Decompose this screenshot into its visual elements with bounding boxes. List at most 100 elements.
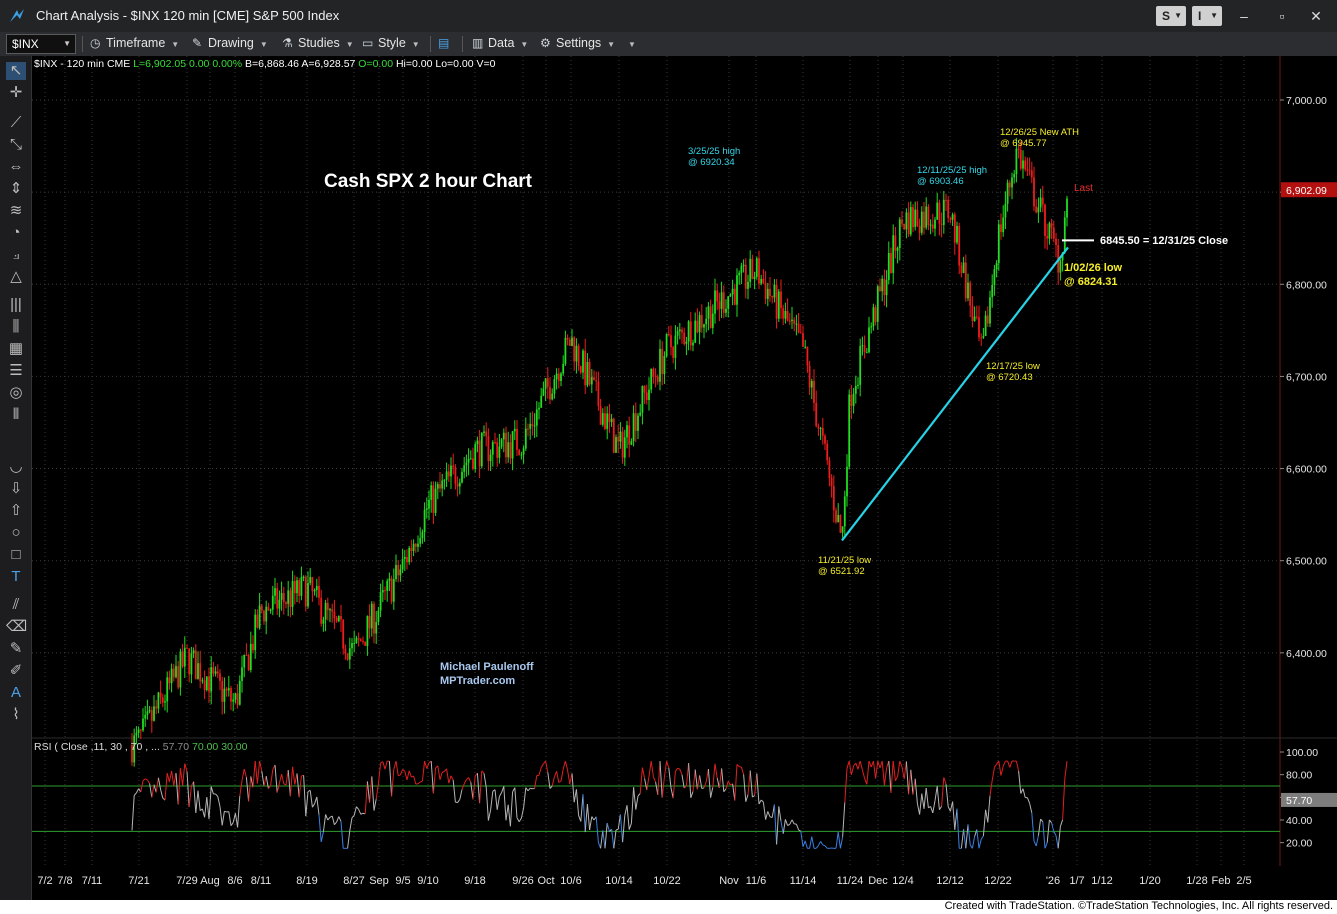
- close-icon[interactable]: ✕: [1310, 8, 1322, 24]
- rsi-segment: [749, 770, 753, 798]
- candle-body: [461, 471, 463, 483]
- candle-body: [531, 423, 534, 427]
- candle-body: [401, 558, 404, 570]
- crosshair-tool-icon[interactable]: ✛: [9, 84, 23, 101]
- rsi-segment: [932, 800, 936, 814]
- rsi-segment: [635, 795, 639, 810]
- candle-body: [793, 319, 796, 324]
- text-tool-icon[interactable]: T: [11, 568, 21, 585]
- rsi-segment: [151, 784, 155, 798]
- brush-tool-icon[interactable]: ⌇: [12, 706, 20, 723]
- rsi-segment: [1007, 760, 1011, 768]
- candle-body: [483, 431, 485, 433]
- studies-menu[interactable]: ⚗ Studies ▼: [282, 36, 354, 54]
- candle-body: [925, 206, 928, 228]
- time-tick-label: 2/5: [1236, 875, 1251, 887]
- candle-body: [742, 264, 745, 267]
- symbol-input[interactable]: $INX ▼: [6, 34, 76, 54]
- rsi-segment: [714, 763, 718, 779]
- candle-body: [293, 581, 296, 594]
- rsi-segment: [338, 816, 342, 822]
- pointer-tool-icon[interactable]: ↖: [6, 62, 26, 80]
- candle-body: [694, 320, 697, 343]
- maximize-icon[interactable]: ▫: [1279, 8, 1285, 24]
- highlighter-tool-icon[interactable]: ⫽: [12, 596, 20, 613]
- vertical-line-tool-icon[interactable]: ⇕: [9, 180, 23, 197]
- triangle-tool-icon[interactable]: △: [10, 268, 22, 285]
- eraser-tool-icon[interactable]: ⌫: [6, 618, 28, 635]
- candle-body: [230, 688, 232, 702]
- arrow-up-tool-icon[interactable]: ⇧: [9, 502, 23, 519]
- rsi-segment: [351, 815, 355, 819]
- candle-body: [953, 214, 956, 243]
- more-menu[interactable]: ▼: [622, 36, 636, 54]
- candle-body: [412, 543, 415, 552]
- horizontal-line-tool-icon[interactable]: ⇔: [8, 158, 24, 175]
- time-axis-background: [32, 866, 1337, 900]
- candle-body: [681, 329, 683, 333]
- fibonacci-tool-icon[interactable]: ⫼: [12, 318, 20, 335]
- candle-body: [1059, 260, 1062, 273]
- candle-body: [280, 593, 283, 600]
- data-menu[interactable]: ▥ Data ▼: [472, 36, 528, 54]
- cycle-lines-tool-icon[interactable]: ⫴: [12, 406, 20, 423]
- symbol-link-s-button[interactable]: S ▼: [1156, 6, 1186, 26]
- chip-i-label: I: [1198, 9, 1202, 23]
- interval-link-i-button[interactable]: I ▼: [1192, 6, 1222, 26]
- candle-body: [969, 282, 972, 306]
- rsi-segment: [938, 806, 943, 810]
- rsi-segment: [316, 796, 320, 815]
- bars-tool-icon[interactable]: |||: [10, 296, 22, 313]
- rectangle-tool-icon[interactable]: □: [11, 546, 21, 563]
- candle-body: [445, 471, 448, 480]
- speed-line-tool-icon[interactable]: ◔: [11, 224, 21, 241]
- candle-body: [696, 320, 699, 333]
- layout-button[interactable]: ▤: [438, 36, 454, 54]
- pen-tool-icon[interactable]: ✎: [9, 640, 23, 657]
- ellipse-tool-icon[interactable]: ○: [11, 524, 21, 541]
- drawing-menu[interactable]: ✎ Drawing ▼: [192, 36, 268, 54]
- candle-body: [905, 212, 908, 230]
- settings-menu[interactable]: ⚙ Settings ▼: [540, 36, 615, 54]
- channel-tool-icon[interactable]: ≋: [9, 202, 23, 219]
- price-chart[interactable]: 7,000.006,900.006,800.006,700.006,600.00…: [32, 56, 1337, 900]
- candle-body: [260, 605, 263, 611]
- candle-body: [960, 265, 963, 274]
- candle-body: [269, 609, 272, 611]
- rsi-segment: [1044, 842, 1048, 849]
- rsi-segment: [366, 781, 371, 803]
- rsi-segment: [1009, 760, 1013, 768]
- rsi-segment: [494, 789, 498, 810]
- candle-body: [131, 744, 133, 763]
- time-tick-label: 1/20: [1139, 875, 1160, 887]
- gann-fan-tool-icon[interactable]: ⟓: [12, 246, 20, 263]
- rsi-segment: [881, 761, 885, 786]
- candle-body: [425, 508, 428, 510]
- candle-body: [661, 348, 664, 375]
- candle-body: [469, 458, 472, 460]
- levels-tool-icon[interactable]: ☰: [9, 362, 23, 379]
- paint-tool-icon[interactable]: ✐: [9, 662, 23, 679]
- grid-tool-icon[interactable]: ▦: [8, 340, 24, 357]
- candle-body: [546, 378, 549, 387]
- minimize-icon[interactable]: –: [1240, 8, 1248, 24]
- chart-area[interactable]: 7,000.006,900.006,800.006,700.006,600.00…: [32, 56, 1337, 900]
- candle-body: [551, 393, 554, 400]
- circles-tool-icon[interactable]: ◎: [9, 384, 23, 401]
- arrow-down-tool-icon[interactable]: ⇩: [9, 480, 23, 497]
- rsi-segment: [285, 770, 289, 785]
- trendline-tool-icon[interactable]: ⟋: [10, 114, 22, 131]
- rsi-segment: [683, 785, 687, 789]
- candle-body: [947, 199, 950, 219]
- candle-body: [758, 258, 760, 284]
- label-tool-icon[interactable]: A: [10, 684, 21, 701]
- ray-tool-icon[interactable]: ⤡: [9, 136, 22, 153]
- arc-tool-icon[interactable]: ◡: [9, 458, 23, 475]
- candle-body: [894, 235, 897, 251]
- timeframe-menu[interactable]: ◷ Timeframe ▼: [90, 36, 179, 54]
- candle-body: [392, 579, 395, 602]
- candle-body: [337, 616, 340, 622]
- rsi-segment: [710, 787, 714, 798]
- style-menu[interactable]: ▭ Style ▼: [362, 36, 420, 54]
- rsi-segment: [391, 769, 395, 797]
